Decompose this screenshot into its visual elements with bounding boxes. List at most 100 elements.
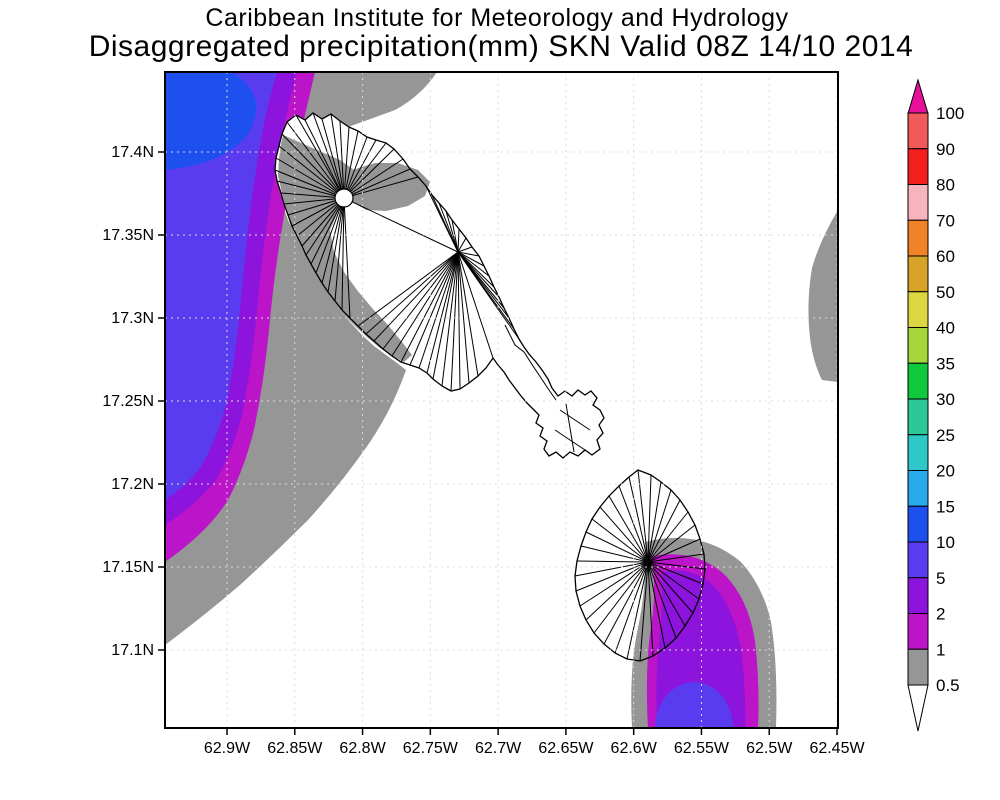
colorbar-label: 80	[936, 176, 955, 195]
drainage-line	[647, 561, 654, 657]
drainage-line	[343, 168, 411, 199]
drainage-line	[575, 561, 649, 592]
drainage-line	[647, 561, 694, 614]
colorbar-label: 30	[936, 390, 955, 409]
colorbar-label: 50	[936, 283, 955, 302]
drainage-line	[343, 126, 350, 199]
colorbar-label: 35	[936, 354, 955, 373]
drainage-line	[418, 251, 459, 369]
drainage-line	[343, 142, 387, 199]
salt-pond-line	[565, 403, 575, 453]
colorbar-label: 25	[936, 426, 955, 445]
drainage-line	[585, 561, 649, 621]
drainage-line	[373, 251, 459, 342]
drainage-line	[327, 197, 345, 293]
drainage-line	[391, 251, 459, 357]
lon-label: 62.9W	[204, 740, 251, 757]
lon-label: 62.65W	[538, 740, 594, 757]
lat-label: 17.1N	[111, 642, 154, 659]
lon-label: 62.75W	[403, 740, 459, 757]
drainage-line	[431, 194, 459, 253]
drainage-line	[647, 524, 696, 563]
lat-label: 17.25N	[102, 393, 154, 410]
st-kitts-central-gray	[349, 163, 430, 211]
drainage-line	[281, 133, 345, 199]
colorbar-segment	[907, 541, 929, 579]
drainage-line	[580, 545, 649, 563]
drainage-line	[457, 251, 494, 359]
colorbar-segment	[907, 362, 929, 400]
st-kitts-west-flank-gray	[278, 135, 412, 362]
drainage-line	[647, 561, 700, 600]
drainage-line	[457, 251, 470, 384]
drainage-line	[357, 251, 459, 327]
drainage-line	[457, 251, 479, 377]
drainage-line	[286, 121, 345, 199]
colorbar-label: 5	[936, 569, 945, 588]
drainage-line	[445, 210, 459, 253]
drainage-line	[400, 251, 459, 363]
lon-label: 62.6W	[611, 740, 658, 757]
drainage-line	[593, 561, 649, 634]
colorbar-label: 20	[936, 462, 955, 481]
drainage-line	[276, 180, 345, 199]
drainage-line	[647, 489, 672, 563]
drainage-line	[305, 197, 345, 256]
drainage-line	[647, 538, 701, 563]
nevis-coastline	[574, 469, 706, 662]
colorbar-segment	[907, 291, 929, 328]
drainage-line	[457, 251, 480, 257]
colorbar-label: 90	[936, 140, 955, 159]
drainage-line	[426, 251, 459, 374]
drainage-line	[432, 251, 459, 380]
colorbar-segment	[907, 219, 929, 257]
colorbar-segment	[907, 577, 929, 614]
drainage-line	[614, 561, 649, 654]
drainage-line	[343, 176, 419, 199]
drainage-line	[608, 495, 649, 563]
drainage-line	[315, 197, 345, 274]
colorbar-segment	[907, 398, 929, 436]
drainage-line	[628, 476, 649, 563]
colorbar-label: 60	[936, 247, 955, 266]
colorbar-label: 40	[936, 319, 955, 338]
drainage-line	[334, 197, 345, 302]
drainage-line	[457, 228, 460, 253]
drainage-line	[365, 251, 459, 335]
lat-label: 17.4N	[111, 144, 154, 161]
drainage-line	[585, 531, 649, 563]
drainage-line	[576, 560, 649, 563]
drainage-line	[457, 251, 490, 277]
drainage-line	[382, 251, 459, 350]
colorbar-segment	[907, 505, 929, 543]
salt-pond-line	[559, 409, 591, 431]
drainage-line	[409, 251, 459, 366]
drainage-line	[343, 158, 404, 199]
page-subtitle: Disaggregated precipitation(mm) SKN Vali…	[89, 30, 914, 63]
nevis-southeast-rain-cell	[631, 537, 777, 728]
drainage-line	[339, 120, 345, 199]
colorbar-label: 1	[936, 640, 945, 659]
drainage-line	[457, 251, 485, 267]
drainage-line	[647, 561, 686, 627]
band-violet-5-10mm	[165, 72, 277, 500]
drainage-line	[579, 561, 649, 607]
drainage-line	[343, 148, 395, 199]
colorbar-segment	[907, 148, 929, 185]
drainage-line	[321, 197, 345, 284]
drainage-line	[637, 469, 649, 563]
drainage-line	[312, 112, 345, 199]
drainage-line	[295, 114, 345, 199]
drainage-line	[343, 139, 377, 199]
ridge-line	[343, 197, 459, 253]
west-rain-band	[165, 72, 838, 645]
drainage-line	[341, 197, 345, 311]
salt-pond-line	[554, 429, 586, 451]
drainage-line	[647, 511, 689, 563]
lon-label: 62.85W	[267, 740, 323, 757]
drainage-line	[647, 553, 705, 563]
drainage-line	[278, 145, 345, 199]
lat-label: 17.3N	[111, 310, 154, 327]
